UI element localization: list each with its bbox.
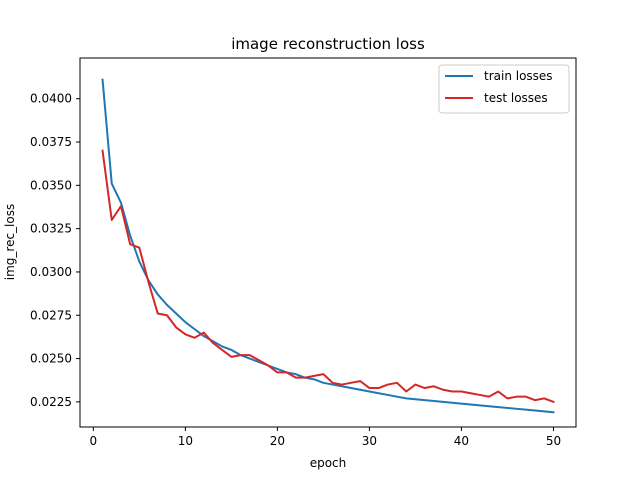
legend-test-label: test losses: [484, 91, 548, 105]
plot-area: [80, 58, 576, 427]
x-tick-label: 10: [178, 434, 193, 448]
x-tick-label: 0: [90, 434, 98, 448]
y-tick-label: 0.0350: [30, 178, 72, 192]
x-tick-label: 50: [546, 434, 561, 448]
y-tick-label: 0.0375: [30, 135, 72, 149]
legend: train losses test losses: [438, 64, 570, 114]
y-axis-label: img_rec_loss: [3, 204, 17, 280]
y-tick-label: 0.0225: [30, 395, 72, 409]
y-tick-label: 0.0400: [30, 92, 72, 106]
x-tick-label: 30: [362, 434, 377, 448]
y-axis-ticks: 0.0225 0.0250 0.0275 0.0300 0.0325 0.0350 0.03…: [30, 92, 80, 409]
x-axis-label: epoch: [310, 456, 347, 470]
series-layer: [101, 78, 555, 414]
chart-title: image reconstruction loss: [231, 35, 425, 53]
x-axis-ticks: 0 10 20 30 40 50: [90, 427, 561, 448]
y-tick-label: 0.0300: [30, 265, 72, 279]
y-tick-label: 0.0325: [30, 222, 72, 236]
series-line-test: [101, 149, 555, 404]
plot-frame: [79, 57, 577, 428]
x-tick-label: 20: [270, 434, 285, 448]
y-tick-label: 0.0250: [30, 352, 72, 366]
x-tick-label: 40: [454, 434, 469, 448]
series-line-train: [101, 78, 555, 414]
y-tick-label: 0.0275: [30, 308, 72, 322]
legend-train-label: train losses: [484, 69, 553, 83]
